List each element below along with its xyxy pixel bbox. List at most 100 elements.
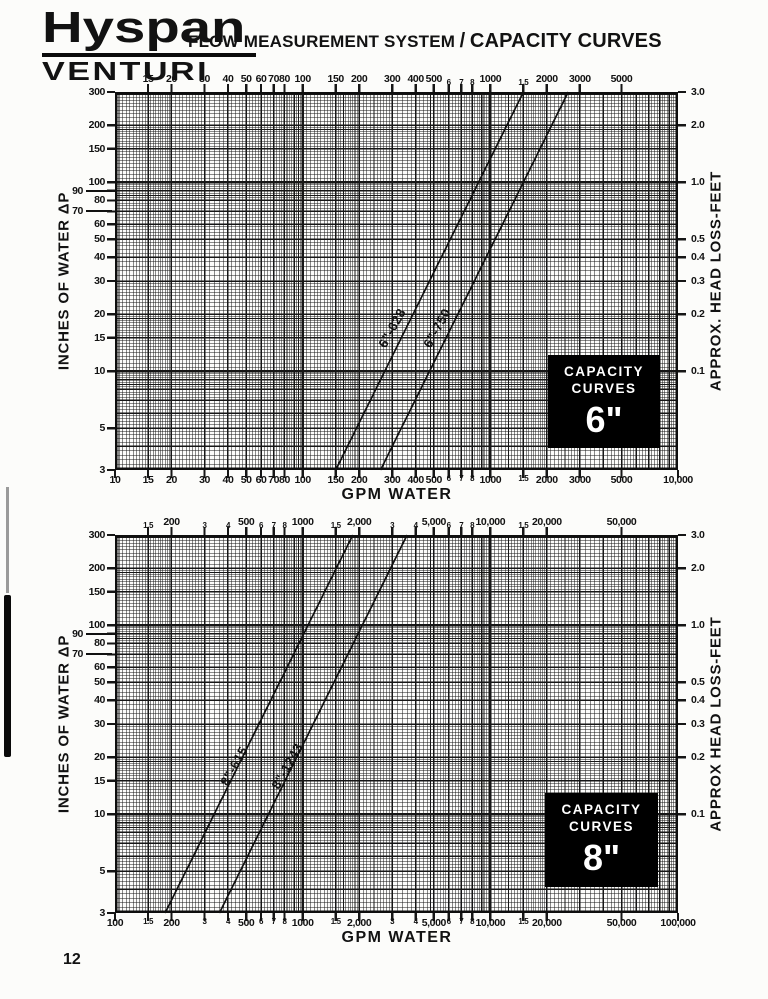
x-tick-label-bottom: 8 bbox=[282, 917, 287, 926]
y-tick-label-left: 60 bbox=[94, 660, 105, 673]
x-tick-label-bottom: 15 bbox=[142, 474, 154, 486]
x-tick-label-bottom: 8 bbox=[470, 917, 475, 926]
scan-artifact-black bbox=[4, 595, 11, 757]
x-tick-label-top: 40 bbox=[222, 73, 234, 85]
y-tick-label-left: 30 bbox=[94, 717, 105, 730]
capacity-curve bbox=[334, 91, 525, 471]
y-axis-title-right-6in: APPROX. HEAD LOSS-FEET bbox=[707, 170, 725, 392]
brand-logo-sub: VENTURI bbox=[42, 57, 210, 86]
y-tick-label-right: 0.4 bbox=[691, 251, 705, 264]
x-tick-label-top: 100 bbox=[294, 73, 311, 85]
x-tick-label-bottom: 40 bbox=[222, 474, 234, 486]
x-tick-label-bottom: 7 bbox=[459, 917, 464, 926]
x-tick-label-top: 70 bbox=[268, 73, 280, 85]
x-tick-label-bottom: 70 bbox=[268, 474, 280, 486]
x-tick-label-bottom: 5,000 bbox=[421, 917, 447, 929]
y-tick-label-right: 3.0 bbox=[691, 85, 705, 98]
badge-line1-6in: CAPACITY bbox=[563, 364, 644, 379]
x-tick-label-bottom: 30 bbox=[199, 474, 210, 486]
y-tick-label-left: 100 bbox=[88, 175, 106, 188]
x-tick-label-top: 5000 bbox=[610, 73, 633, 85]
y-tick-leader bbox=[86, 653, 112, 656]
page-title-slash: / bbox=[459, 30, 466, 52]
y-tick-label-right: 1.0 bbox=[691, 618, 705, 631]
x-tick-label-bottom: 400 bbox=[407, 474, 424, 486]
x-tick-label-top: 8 bbox=[470, 78, 475, 87]
badge-size-8in: 8" bbox=[582, 837, 621, 878]
x-tick-label-bottom: 200 bbox=[350, 474, 368, 486]
y-tick-label-left: 15 bbox=[94, 331, 105, 344]
x-tick-label-bottom: 50,000 bbox=[606, 917, 637, 929]
x-tick-label-bottom: 150 bbox=[327, 474, 345, 486]
x-tick-label-bottom: 10,000 bbox=[663, 474, 693, 486]
y-tick-label-right: 0.2 bbox=[691, 308, 705, 321]
y-tick-label-right: 2.0 bbox=[691, 119, 705, 132]
x-tick-label-top: 6 bbox=[446, 78, 451, 87]
x-tick-label-top: 8 bbox=[282, 521, 287, 530]
x-tick-label-top: 6 bbox=[259, 521, 264, 530]
y-tick-label-right: 0.2 bbox=[691, 751, 705, 764]
x-tick-label-top: 80 bbox=[279, 73, 290, 85]
x-tick-label-top: 60 bbox=[255, 73, 267, 85]
y-tick-leader bbox=[86, 632, 112, 635]
y-tick-label-left: 10 bbox=[94, 364, 105, 377]
chart-grid bbox=[107, 527, 686, 921]
y-tick-label-right: 0.3 bbox=[691, 717, 705, 730]
y-tick-label-left: 70 bbox=[72, 205, 83, 218]
capacity-curve bbox=[379, 91, 569, 471]
page-title-prefix: FLOW MEASUREMENT SYSTEM bbox=[188, 32, 456, 51]
x-tick-label-top: 2,000 bbox=[347, 516, 372, 528]
x-tick-label-bottom: 10,000 bbox=[475, 917, 506, 929]
x-tick-label-top: 50 bbox=[240, 73, 252, 85]
x-tick-label-top: 30 bbox=[199, 73, 210, 85]
y-tick-label-right: 3.0 bbox=[691, 528, 705, 541]
x-tick-label-top: 3 bbox=[202, 521, 207, 530]
x-tick-label-top: 10,000 bbox=[475, 516, 506, 528]
y-tick-label-right: 0.5 bbox=[691, 675, 705, 688]
x-axis-title-6in: GPM WATER bbox=[341, 486, 453, 503]
y-tick-label-left: 100 bbox=[88, 618, 106, 631]
y-tick-label-left: 30 bbox=[94, 274, 105, 287]
y-tick-label-left: 70 bbox=[72, 648, 83, 661]
y-tick-label-right: 0.1 bbox=[691, 364, 705, 377]
x-tick-label-top: 200 bbox=[350, 73, 368, 85]
x-tick-label-bottom: 20 bbox=[166, 474, 177, 486]
x-axis-title-8in: GPM WATER bbox=[341, 929, 453, 946]
x-tick-label-bottom: 500 bbox=[425, 474, 443, 486]
x-tick-label-bottom: 60 bbox=[255, 474, 267, 486]
x-tick-label-bottom: 4 bbox=[225, 917, 231, 926]
y-tick-label-right: 0.4 bbox=[691, 694, 705, 707]
y-tick-label-left: 40 bbox=[94, 251, 105, 264]
x-tick-label-bottom: 20,000 bbox=[531, 917, 562, 929]
x-tick-label-bottom: 50 bbox=[240, 474, 252, 486]
x-tick-label-top: 7 bbox=[459, 521, 464, 530]
x-tick-label-top: 1.5 bbox=[518, 521, 529, 530]
x-tick-label-bottom: 6 bbox=[259, 917, 264, 926]
x-tick-label-bottom: 4 bbox=[413, 917, 418, 926]
y-tick-label-left: 90 bbox=[72, 627, 83, 640]
x-tick-label-top: 1000 bbox=[479, 73, 502, 85]
x-tick-label-bottom: 100,000 bbox=[660, 917, 696, 929]
y-tick-label-left: 80 bbox=[94, 194, 105, 207]
y-tick-label-left: 300 bbox=[88, 528, 106, 541]
y-tick-label-left: 50 bbox=[94, 675, 105, 688]
x-tick-label-top: 20,000 bbox=[531, 516, 562, 528]
x-tick-label-bottom: 100 bbox=[106, 917, 124, 929]
x-tick-label-top: 500 bbox=[425, 73, 443, 85]
x-tick-label-top: 4 bbox=[225, 521, 231, 530]
x-tick-label-top: 7 bbox=[271, 521, 276, 530]
y-tick-label-right: 1.0 bbox=[691, 175, 705, 188]
x-tick-label-top: 20 bbox=[166, 73, 177, 85]
x-tick-label-top: 400 bbox=[407, 73, 424, 85]
capacity-badge-6in: CAPACITY CURVES 6" bbox=[548, 355, 660, 448]
x-tick-label-bottom: 10 bbox=[109, 474, 121, 486]
x-tick-label-bottom: 1000 bbox=[479, 474, 502, 486]
x-tick-label-bottom: 6 bbox=[446, 917, 451, 926]
x-tick-label-bottom: 2,000 bbox=[347, 917, 372, 929]
x-tick-label-top: 300 bbox=[384, 73, 401, 85]
x-tick-label-bottom: 1000 bbox=[291, 917, 314, 929]
y-axis-title-right-8in: APPROX HEAD LOSS-FEET bbox=[707, 616, 725, 832]
x-tick-label-bottom: 5000 bbox=[610, 474, 633, 486]
x-tick-label-top: 200 bbox=[163, 516, 180, 528]
